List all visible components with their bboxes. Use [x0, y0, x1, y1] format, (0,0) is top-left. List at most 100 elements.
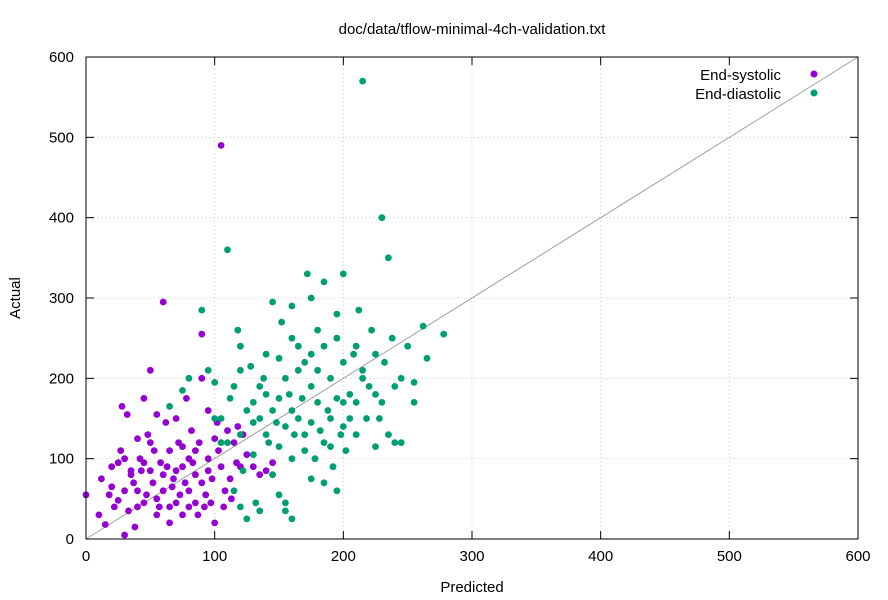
point-end-diastolic	[388, 334, 396, 342]
point-end-diastolic	[391, 439, 399, 446]
point-end-diastolic	[410, 399, 418, 406]
legend-label-end-diastolic: End-diastolic	[695, 86, 781, 103]
point-end-diastolic	[256, 383, 264, 390]
point-end-diastolic	[269, 471, 276, 479]
point-end-diastolic	[243, 515, 251, 523]
point-end-systolic	[157, 459, 165, 467]
point-end-diastolic	[385, 431, 392, 438]
point-end-systolic	[179, 463, 186, 471]
point-end-diastolic	[423, 354, 431, 362]
point-end-systolic	[127, 467, 135, 475]
point-end-systolic	[144, 431, 152, 438]
point-end-diastolic	[230, 383, 238, 390]
point-end-systolic	[198, 479, 206, 487]
y-tick-label: 400	[49, 210, 74, 227]
point-end-systolic	[221, 487, 229, 495]
point-end-systolic	[224, 427, 231, 434]
point-end-systolic	[150, 447, 158, 454]
point-end-diastolic	[275, 354, 283, 362]
point-end-diastolic	[211, 415, 219, 422]
point-end-diastolic	[372, 350, 379, 358]
point-end-diastolic	[260, 374, 267, 382]
point-end-diastolic	[350, 350, 357, 358]
point-end-diastolic	[397, 439, 405, 446]
point-end-systolic	[114, 497, 122, 504]
point-end-systolic	[243, 451, 251, 458]
x-tick-label: 400	[588, 548, 613, 565]
point-end-diastolic	[320, 278, 328, 286]
point-end-diastolic	[320, 342, 328, 350]
point-end-diastolic	[262, 391, 270, 398]
point-end-systolic	[183, 395, 190, 402]
point-end-systolic	[204, 407, 212, 414]
point-end-systolic	[149, 479, 157, 487]
point-end-diastolic	[237, 342, 244, 350]
chart-title: doc/data/tflow-minimal-4ch-validation.tx…	[339, 21, 607, 38]
point-end-systolic	[202, 491, 210, 499]
point-end-diastolic	[230, 487, 238, 495]
point-end-systolic	[170, 475, 177, 483]
y-axis-label: Actual	[7, 277, 24, 319]
point-end-systolic	[176, 491, 184, 499]
point-end-systolic	[118, 403, 126, 410]
point-end-diastolic	[275, 395, 283, 402]
point-end-diastolic	[278, 318, 285, 326]
point-end-diastolic	[307, 383, 315, 390]
point-end-systolic	[166, 447, 174, 454]
point-end-diastolic	[333, 395, 341, 402]
point-end-systolic	[108, 483, 116, 491]
point-end-systolic	[249, 463, 257, 471]
point-end-diastolic	[314, 326, 321, 334]
point-end-systolic	[226, 475, 234, 483]
reference-line	[85, 56, 859, 540]
point-end-diastolic	[307, 475, 315, 483]
point-end-diastolic	[346, 391, 354, 398]
point-end-diastolic	[307, 294, 315, 302]
point-end-diastolic	[217, 415, 225, 422]
point-end-systolic	[198, 330, 206, 338]
point-end-diastolic	[285, 391, 293, 398]
point-end-systolic	[163, 463, 171, 471]
point-end-diastolic	[179, 387, 186, 394]
point-end-diastolic	[327, 415, 334, 422]
point-end-diastolic	[291, 431, 298, 438]
point-end-systolic	[204, 455, 212, 463]
point-end-diastolic	[355, 306, 363, 314]
point-end-systolic	[188, 427, 195, 434]
point-end-diastolic	[294, 342, 302, 350]
point-end-diastolic	[333, 334, 341, 342]
point-end-diastolic	[419, 322, 427, 330]
point-end-diastolic	[324, 407, 332, 414]
point-end-diastolic	[224, 246, 231, 254]
point-end-diastolic	[224, 439, 231, 446]
point-end-systolic	[146, 366, 154, 374]
data-points	[82, 77, 448, 539]
point-end-diastolic	[372, 391, 379, 398]
point-end-systolic	[217, 463, 225, 471]
point-end-systolic	[234, 423, 242, 430]
point-end-diastolic	[262, 350, 270, 358]
point-end-diastolic	[217, 439, 225, 446]
point-end-systolic	[211, 519, 219, 527]
point-end-systolic	[159, 487, 167, 495]
point-end-systolic	[256, 471, 264, 479]
point-end-diastolic	[339, 399, 347, 406]
point-end-diastolic	[273, 419, 280, 426]
point-end-diastolic	[294, 366, 302, 374]
point-end-systolic	[192, 447, 199, 454]
point-end-diastolic	[249, 419, 257, 426]
point-end-systolic	[215, 447, 222, 454]
point-end-systolic	[121, 531, 128, 539]
point-end-systolic	[269, 459, 276, 467]
point-end-diastolic	[288, 455, 296, 463]
y-tick-label: 500	[49, 129, 74, 146]
point-end-diastolic	[314, 366, 321, 374]
point-end-systolic	[114, 459, 122, 467]
point-end-diastolic	[339, 423, 347, 430]
point-end-diastolic	[237, 503, 244, 511]
point-end-systolic	[230, 439, 238, 446]
x-tick-label: 500	[717, 548, 742, 565]
point-end-diastolic	[303, 270, 311, 278]
point-end-diastolic	[352, 342, 360, 350]
point-end-systolic	[220, 503, 228, 511]
